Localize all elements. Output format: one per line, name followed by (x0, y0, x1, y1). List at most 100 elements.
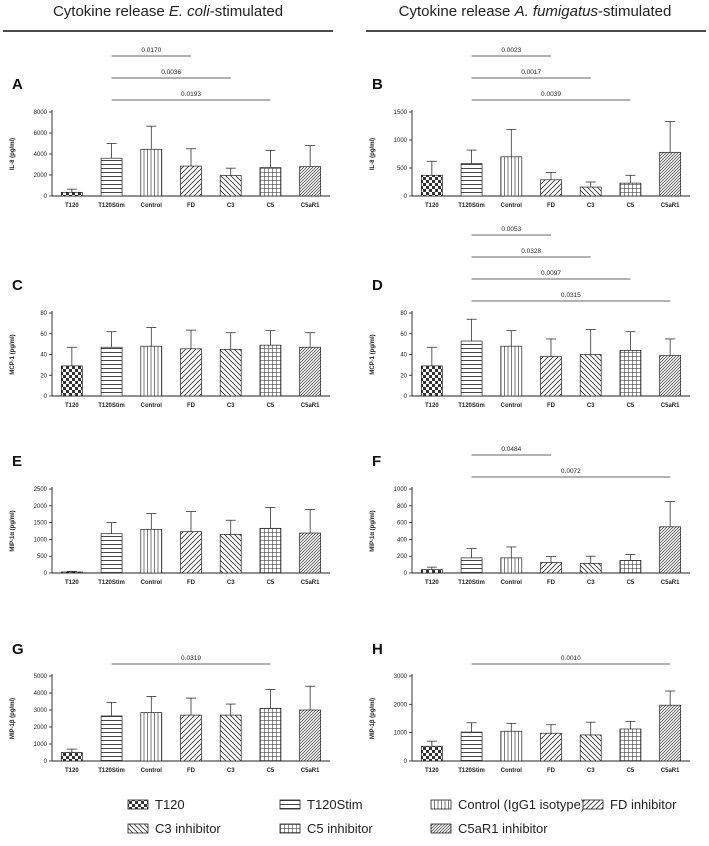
x-tick-label: C5 (627, 203, 635, 209)
panel-B: B IL-8 (pg/ml) 0 500 1000 1500 T120 T120Stim Con… (370, 47, 690, 209)
x-tick-label: T120 (65, 403, 79, 409)
y-tick-label: 0 (404, 571, 408, 577)
bar-C3 (579, 562, 602, 574)
x-tick-label: C5 (267, 203, 275, 209)
bar-T120 (421, 365, 443, 397)
y-tick-label: 40 (400, 353, 407, 359)
legend-item-T120: T120 (127, 797, 185, 812)
panel-letter: B (372, 76, 383, 93)
p-value-label: 0.0039 (541, 91, 561, 98)
y-tick-label: 6000 (34, 131, 48, 137)
y-tick-label: 1500 (34, 521, 48, 527)
bar-FD (540, 179, 562, 197)
x-tick-label: C5 (627, 580, 635, 586)
legend-item-C5aR1: C5aR1 inhibitor (430, 821, 548, 836)
bar-FD (180, 714, 202, 762)
bar-T120 (61, 365, 83, 397)
bar-C5 (259, 707, 282, 762)
y-axis-label: MIP-1α (pg/ml) (10, 510, 16, 551)
panel-F: F MIP-1α (pg/ml) 0 200 400 600 800 1000 T120 T120… (370, 446, 690, 586)
x-tick-label: Control (501, 403, 523, 409)
bar-C3 (219, 714, 242, 762)
y-tick-label: 2500 (34, 487, 48, 493)
x-tick-label: Control (501, 768, 523, 774)
y-tick-label: 3000 (394, 674, 408, 680)
bar-FD (180, 165, 202, 197)
y-axis-label: MCP-1 (pg/ml) (10, 334, 16, 374)
p-value-label: 0.0170 (141, 47, 161, 54)
p-value-label: 0.0484 (501, 446, 521, 453)
y-tick-label: 0 (44, 194, 48, 200)
x-tick-label: FD (547, 580, 556, 586)
legend-swatch (430, 823, 452, 834)
x-tick-label: Control (141, 580, 163, 586)
y-tick-label: 1000 (34, 537, 48, 543)
x-tick-label: C5aR1 (301, 403, 320, 409)
x-tick-label: T120Stim (458, 768, 485, 774)
y-tick-label: 1000 (394, 487, 408, 493)
y-tick-label: 20 (40, 373, 47, 379)
y-axis-label: MCP-1 (pg/ml) (370, 334, 376, 374)
bar-Control (500, 345, 523, 397)
y-tick-label: 0 (404, 394, 408, 400)
x-tick-label: C5aR1 (301, 203, 320, 209)
p-value-label: 0.0319 (181, 655, 201, 662)
x-tick-label: C3 (227, 403, 235, 409)
panel-letter: D (372, 277, 383, 294)
x-tick-label: Control (141, 768, 163, 774)
bar-T120Stim (100, 715, 123, 762)
x-tick-label: T120Stim (458, 403, 485, 409)
legend-label: T120 (155, 797, 185, 812)
bar-T120 (61, 191, 83, 197)
y-tick-label: 0 (44, 759, 48, 765)
y-axis-label: IL-8 (pg/ml) (370, 138, 376, 170)
panel-letter: H (372, 641, 383, 658)
bar-T120 (421, 745, 443, 762)
panel-D: D MCP-1 (pg/ml) 0 20 40 60 80 T120 T120Stim Contr… (370, 226, 690, 409)
bar-C3 (579, 734, 602, 762)
bar-FD (180, 531, 202, 574)
bar-Control (500, 730, 523, 762)
legend-swatch (279, 823, 301, 834)
legend-label: C3 inhibitor (155, 821, 221, 836)
x-tick-label: T120Stim (98, 768, 125, 774)
panel-letter: A (12, 76, 23, 93)
bar-T120Stim (100, 157, 123, 197)
bar-C5 (259, 167, 282, 197)
bar-T120Stim (460, 340, 483, 397)
bar-C5aR1 (659, 704, 681, 762)
bar-Control (140, 528, 163, 574)
p-value-label: 0.0328 (521, 248, 541, 255)
p-value-label: 0.0315 (561, 292, 581, 299)
x-tick-label: T120Stim (98, 203, 125, 209)
y-tick-label: 5000 (34, 674, 48, 680)
y-axis-label: IL-8 (pg/ml) (10, 138, 16, 170)
bar-C3 (219, 175, 242, 197)
bar-C3 (579, 186, 602, 197)
bar-C5 (619, 728, 642, 762)
y-tick-label: 500 (37, 554, 48, 560)
bar-T120Stim (460, 163, 483, 197)
x-tick-label: C3 (227, 580, 235, 586)
x-tick-label: FD (547, 768, 556, 774)
y-tick-label: 1000 (394, 138, 408, 144)
panel-letter: E (12, 453, 22, 470)
bar-C5 (619, 350, 642, 397)
bar-T120Stim (100, 533, 123, 574)
bar-C5 (619, 182, 642, 197)
p-value-label: 0.0193 (181, 91, 201, 98)
bar-C5 (259, 527, 282, 574)
x-tick-label: FD (187, 768, 196, 774)
x-tick-label: C3 (227, 768, 235, 774)
panel-letter: G (12, 641, 24, 658)
x-tick-label: Control (141, 203, 163, 209)
legend-item-FD: FD inhibitor (582, 797, 677, 812)
x-tick-label: T120Stim (98, 403, 125, 409)
legend-label: Control (IgG1 isotype) (458, 797, 585, 812)
bar-Control (140, 712, 163, 762)
y-tick-label: 8000 (34, 110, 48, 116)
panel-letter: F (372, 453, 381, 470)
bar-Control (140, 345, 163, 397)
y-tick-label: 80 (40, 311, 47, 317)
